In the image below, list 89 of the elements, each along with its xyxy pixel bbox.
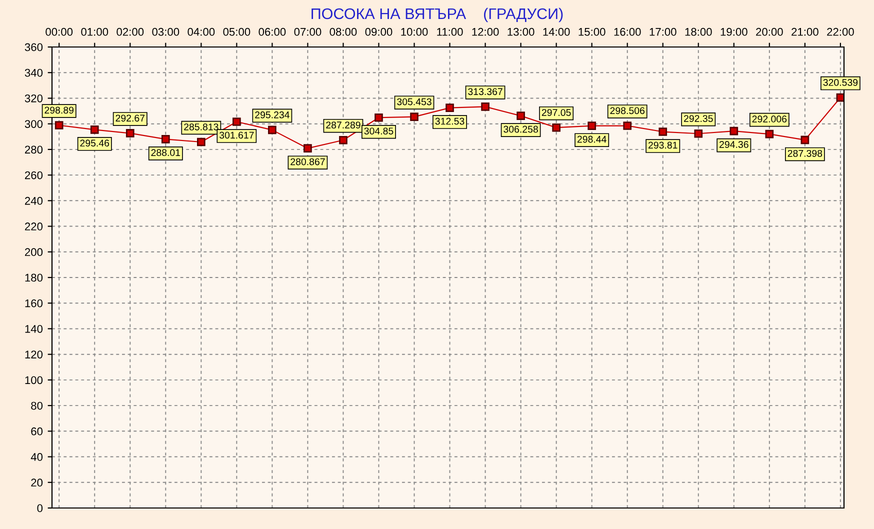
y-tick-label: 0 bbox=[37, 504, 43, 512]
point bbox=[161, 135, 170, 144]
point bbox=[54, 121, 64, 130]
y-tick-label: 60 bbox=[31, 427, 43, 436]
data-label: 293.81 bbox=[648, 142, 678, 149]
data-label: 297.05 bbox=[542, 109, 571, 116]
data-label: 292.006 bbox=[752, 116, 787, 122]
y-tick-label: 340 bbox=[24, 68, 43, 77]
x-tick-label: 08:00 bbox=[330, 28, 357, 36]
x-tick-label: 06:00 bbox=[258, 28, 286, 36]
x-tick-label: 00:00 bbox=[46, 28, 73, 36]
x-tick-label: 19:00 bbox=[720, 28, 748, 36]
data-label: 312.53 bbox=[435, 118, 464, 125]
x-tick-label: 10:00 bbox=[401, 28, 428, 36]
data-label: 298.44 bbox=[577, 136, 606, 143]
x-tick-label: 01:00 bbox=[81, 28, 108, 36]
x-tick-label: 18:00 bbox=[685, 28, 712, 36]
point bbox=[481, 102, 490, 111]
point bbox=[197, 138, 206, 146]
data-label: 306.258 bbox=[504, 126, 538, 133]
data-label: 298.506 bbox=[610, 107, 644, 114]
x-tick-label: 17:00 bbox=[650, 28, 676, 36]
data-label: 304.85 bbox=[364, 128, 394, 134]
x-tick-label: 20:00 bbox=[756, 28, 783, 36]
y-tick-label: 40 bbox=[30, 453, 43, 461]
point bbox=[304, 144, 312, 152]
point bbox=[410, 112, 418, 122]
data-label: 285.813 bbox=[184, 123, 218, 130]
data-label: 301.617 bbox=[219, 132, 254, 139]
point bbox=[90, 125, 99, 134]
x-tick-label: 15:00 bbox=[578, 28, 606, 36]
y-tick-label: 20 bbox=[31, 478, 43, 487]
y-tick-label: 320 bbox=[24, 94, 43, 102]
y-tick-label: 180 bbox=[25, 274, 43, 282]
data-label: 287.398 bbox=[788, 150, 822, 157]
y-tick-label: 140 bbox=[25, 324, 43, 333]
point bbox=[800, 136, 810, 144]
y-tick-label: 80 bbox=[31, 402, 43, 410]
data-label: 320.539 bbox=[823, 79, 858, 86]
x-tick-label: 11:00 bbox=[437, 28, 463, 36]
x-tick-label: 03:00 bbox=[152, 28, 180, 36]
x-tick-label: 16:00 bbox=[614, 28, 641, 36]
point bbox=[623, 122, 632, 130]
x-tick-label: 22:00 bbox=[827, 28, 854, 36]
data-label: 295.46 bbox=[80, 140, 110, 147]
point bbox=[765, 130, 774, 138]
x-tick-label: 13:00 bbox=[508, 28, 534, 36]
point bbox=[658, 128, 668, 136]
x-tick-label: 07:00 bbox=[294, 28, 322, 36]
x-tick-label: 09:00 bbox=[365, 28, 392, 36]
chart-title: ПОСОКА НА ВЯТЪРА (ГРАДУСИ) bbox=[312, 8, 563, 22]
data-label: 287.289 bbox=[326, 122, 360, 128]
x-tick-label: 12:00 bbox=[472, 28, 499, 36]
data-label: 292.67 bbox=[116, 114, 145, 122]
point bbox=[126, 129, 134, 138]
point bbox=[516, 112, 525, 120]
y-tick-label: 300 bbox=[24, 120, 43, 128]
point bbox=[588, 122, 596, 130]
y-tick-label: 120 bbox=[25, 350, 43, 358]
point bbox=[339, 136, 348, 144]
point bbox=[836, 93, 844, 102]
y-tick-label: 260 bbox=[24, 171, 43, 180]
x-tick-label: 21:00 bbox=[792, 28, 818, 36]
x-tick-label: 02:00 bbox=[116, 28, 144, 36]
y-tick-label: 240 bbox=[24, 196, 43, 205]
y-tick-label: 100 bbox=[25, 376, 43, 384]
x-tick-label: 04:00 bbox=[188, 28, 215, 36]
data-label: 292.35 bbox=[684, 115, 713, 122]
y-tick-label: 220 bbox=[24, 222, 43, 230]
point bbox=[446, 104, 454, 112]
point bbox=[374, 113, 383, 122]
point bbox=[730, 126, 738, 136]
point bbox=[268, 126, 276, 134]
x-tick-label: 05:00 bbox=[223, 28, 250, 36]
point bbox=[552, 123, 560, 132]
data-label: 298.89 bbox=[44, 106, 74, 114]
data-label: 305.453 bbox=[397, 98, 432, 106]
point bbox=[232, 118, 241, 126]
data-label: 294.36 bbox=[720, 141, 748, 148]
data-label: 313.367 bbox=[468, 88, 502, 96]
y-tick-label: 160 bbox=[25, 299, 43, 308]
y-tick-label: 200 bbox=[24, 248, 43, 256]
data-label: 288.01 bbox=[151, 149, 180, 156]
point bbox=[694, 129, 703, 138]
data-label: 280.867 bbox=[290, 158, 325, 166]
y-tick-label: 360 bbox=[24, 43, 43, 52]
x-tick-label: 14:00 bbox=[543, 28, 570, 36]
data-label: 295.234 bbox=[255, 111, 290, 118]
y-tick-label: 280 bbox=[24, 146, 43, 154]
